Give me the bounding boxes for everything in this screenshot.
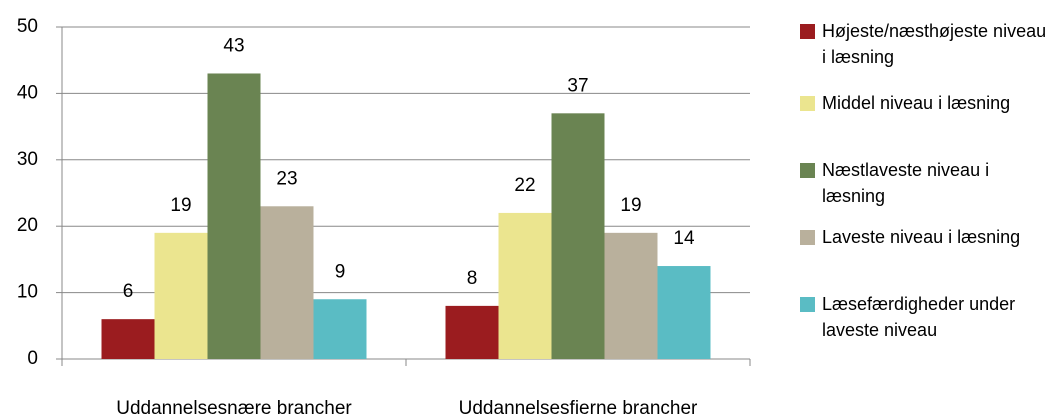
data-label: 22 <box>514 175 535 196</box>
y-tick-label: 20 <box>17 215 38 236</box>
y-tick-label: 10 <box>17 282 38 303</box>
y-tick-label: 0 <box>27 348 38 369</box>
data-label: 19 <box>620 195 641 216</box>
data-label: 43 <box>223 35 244 56</box>
legend-entry: Højeste/næsthøjeste niveau i læsning <box>800 18 1049 70</box>
legend-label: Højeste/næsthøjeste niveau i læsning <box>822 21 1047 67</box>
y-tick-label: 30 <box>17 149 38 170</box>
data-label: 37 <box>567 75 588 96</box>
data-label: 9 <box>335 261 346 282</box>
legend-entry: Laveste niveau i læsning <box>800 224 1049 250</box>
bar <box>101 319 155 359</box>
legend-swatch <box>800 230 815 245</box>
bar <box>154 232 208 359</box>
legend-entry: Læsefærdigheder under laveste niveau <box>800 291 1049 343</box>
data-label: 19 <box>170 195 191 216</box>
bar <box>260 206 314 359</box>
legend-label: Læsefærdigheder under laveste niveau <box>822 294 1016 340</box>
bar <box>445 305 499 359</box>
data-label: 8 <box>467 268 478 289</box>
legend-swatch <box>800 96 815 111</box>
bar <box>498 212 552 359</box>
y-tick-label: 50 <box>17 16 38 37</box>
data-label: 14 <box>673 228 695 249</box>
legend-label: Middel niveau i læsning <box>822 93 1011 113</box>
x-tick-label: Uddannelsesnære brancher <box>116 398 352 414</box>
data-label: 23 <box>276 168 297 189</box>
x-tick-label: Uddannelsesfjerne brancher <box>459 398 698 414</box>
legend-swatch <box>800 297 815 312</box>
data-label: 6 <box>123 281 134 302</box>
legend-entry: Næstlaveste niveau i læsning <box>800 157 1049 209</box>
bar <box>657 266 711 359</box>
bar <box>551 113 605 359</box>
bar <box>604 232 658 359</box>
legend-swatch <box>800 163 815 178</box>
bar <box>313 299 367 359</box>
legend-swatch <box>800 24 815 39</box>
legend-label: Næstlaveste niveau i læsning <box>822 160 990 206</box>
y-tick-label: 40 <box>17 82 38 103</box>
legend-entry: Middel niveau i læsning <box>800 90 1049 116</box>
legend-label: Laveste niveau i læsning <box>822 227 1021 247</box>
bar <box>207 73 261 359</box>
